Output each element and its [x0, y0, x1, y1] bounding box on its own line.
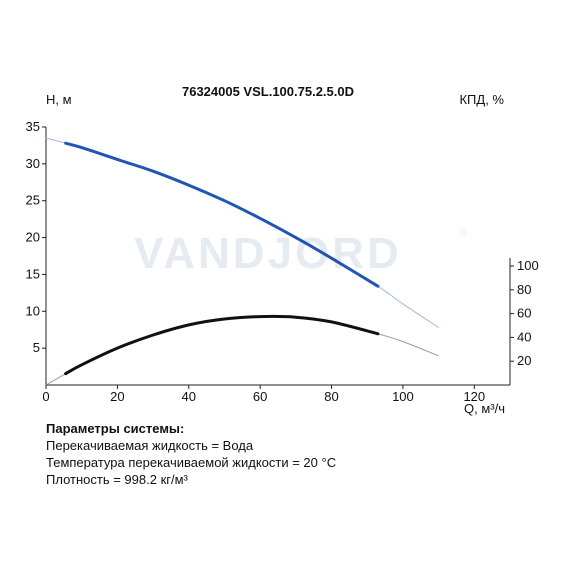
y-right-axis-label: КПД, % — [459, 92, 504, 107]
system-parameters: Параметры системы: Перекачиваемая жидкос… — [46, 420, 336, 488]
y-left-tick-label: 35 — [26, 119, 40, 134]
series-1-operating-curve — [64, 314, 380, 376]
y-left-tick-label: 5 — [33, 340, 40, 355]
pump-curve-chart: VANDJORD ® 0 20 40 60 80 100 120 5 10 15 20 25 30 35 20… — [26, 84, 539, 416]
x-tick-label: 80 — [324, 389, 338, 404]
param-density: Плотность = 998.2 кг/м³ — [46, 472, 188, 487]
watermark-text: VANDJORD — [134, 229, 402, 278]
system-parameters-heading: Параметры системы: — [46, 421, 185, 436]
tick-layer: 0 20 40 60 80 100 120 5 10 15 20 25 30 35 20 40 60 80 100 — [26, 119, 539, 404]
chart-title: 76324005 VSL.100.75.2.5.0D — [182, 84, 354, 99]
y-right-tick-label: 60 — [517, 306, 531, 321]
param-temperature: Температура перекачиваемой жидкости = 20… — [46, 455, 337, 470]
x-tick-label: 100 — [392, 389, 414, 404]
series-1-full-curve — [45, 315, 439, 386]
param-fluid: Перекачиваемая жидкость = Вода — [46, 438, 254, 453]
x-tick-label: 120 — [463, 389, 485, 404]
y-left-axis-label: H, м — [46, 92, 72, 107]
series-0-operating-curve — [64, 141, 380, 288]
y-left-tick-label: 30 — [26, 156, 40, 171]
y-right-tick-label: 40 — [517, 329, 531, 344]
y-left-tick-label: 15 — [26, 266, 40, 281]
y-right-tick-label: 80 — [517, 282, 531, 297]
watermark: VANDJORD ® — [134, 226, 469, 278]
x-tick-label: 60 — [253, 389, 267, 404]
x-axis-label: Q, м³/ч — [464, 401, 505, 416]
x-tick-label: 40 — [182, 389, 196, 404]
y-left-tick-label: 20 — [26, 230, 40, 245]
y-left-tick-label: 25 — [26, 193, 40, 208]
x-tick-label: 0 — [42, 389, 49, 404]
watermark-registered-mark: ® — [458, 226, 469, 239]
y-right-tick-label: 100 — [517, 258, 539, 273]
plot-frame — [45, 127, 511, 386]
series-layer — [45, 137, 439, 386]
y-right-tick-label: 20 — [517, 353, 531, 368]
y-left-tick-label: 10 — [26, 303, 40, 318]
x-tick-label: 20 — [110, 389, 124, 404]
